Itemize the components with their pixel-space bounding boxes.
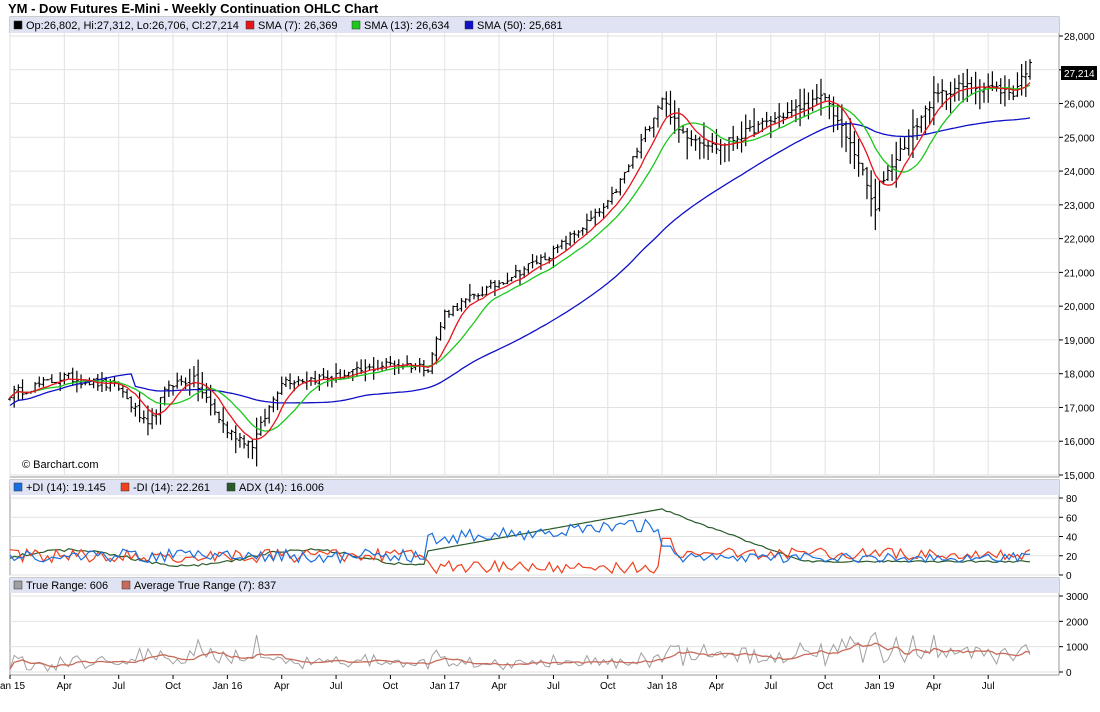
dmi-legend: +DI (14): 19.145 -DI (14): 22.261 ADX (14)…	[13, 482, 324, 494]
x-tick-label: Jul	[330, 681, 343, 692]
price-panel: 15,000 16,000 17,000 18,000 19,000 20,000 21,0…	[8, 16, 1097, 675]
dmi-panel: 0 20 40 60 80 +DI (14): 19.145 -DI (14): 22.2…	[9, 479, 1078, 582]
price-tick-label: 24,000	[1064, 167, 1095, 178]
price-tick-label: 20,000	[1064, 302, 1095, 313]
price-tick-label: 17,000	[1064, 403, 1095, 414]
legend-label: True Range: 606	[26, 580, 108, 592]
sma50-line	[9, 117, 1031, 407]
legend-swatch	[245, 20, 255, 30]
price-tick-label: 15,000	[1064, 471, 1095, 482]
x-tick-label: Jan 15	[0, 681, 25, 692]
x-tick-label: Jan 17	[430, 681, 460, 692]
price-tick-label: 19,000	[1064, 336, 1095, 347]
x-tick-label: Apr	[274, 681, 290, 692]
price-legend-bar	[10, 17, 1059, 33]
atr-y-axis: 0 1000 2000 3000	[1059, 592, 1089, 679]
adx-line	[9, 508, 1031, 568]
legend-label: SMA (50): 25,681	[477, 20, 563, 32]
atr-tick-label: 2000	[1066, 617, 1089, 628]
atr-grid	[10, 595, 1059, 673]
legend-swatch	[13, 482, 23, 492]
sma13-line	[9, 84, 1031, 432]
dmi-tick-label: 0	[1066, 571, 1072, 582]
legend-label: +DI (14): 19.145	[26, 482, 106, 494]
legend-label: -DI (14): 22.261	[133, 482, 210, 494]
last-price-label: 27,214	[1064, 69, 1095, 80]
dmi-tick-label: 40	[1066, 533, 1078, 544]
last-price-box: 27,214	[1061, 66, 1097, 80]
atr-tick-label: 0	[1066, 668, 1072, 679]
atr-panel: 0 1000 2000 3000 True Range: 606 Average Tru…	[9, 577, 1089, 679]
atr-lines	[9, 631, 1031, 672]
legend-swatch	[120, 482, 130, 492]
x-tick-label: Jul	[112, 681, 125, 692]
true-range-line	[9, 631, 1031, 672]
sma-lines	[9, 82, 1031, 440]
x-tick-label: Apr	[709, 681, 725, 692]
legend-swatch	[351, 20, 361, 30]
dmi-y-axis: 0 20 40 60 80	[1059, 494, 1078, 582]
price-y-axis: 15,000 16,000 17,000 18,000 19,000 20,000 21,0…	[1059, 32, 1095, 482]
legend-swatch	[464, 20, 474, 30]
x-tick-label: Oct	[383, 681, 399, 692]
price-bars	[8, 59, 1032, 467]
price-tick-label: 25,000	[1064, 133, 1095, 144]
x-tick-label: Jul	[547, 681, 560, 692]
price-tick-label: 28,000	[1064, 32, 1095, 43]
x-tick-label: Jan 16	[212, 681, 242, 692]
atr-line	[9, 642, 1031, 670]
price-tick-label: 26,000	[1064, 100, 1095, 111]
dmi-tick-label: 80	[1066, 494, 1078, 505]
price-tick-label: 22,000	[1064, 235, 1095, 246]
x-tick-label: Oct	[165, 681, 181, 692]
x-tick-label: Jan 18	[647, 681, 677, 692]
sma7-line	[9, 82, 1031, 440]
legend-swatch	[226, 482, 236, 492]
x-tick-label: Apr	[491, 681, 507, 692]
atr-tick-label: 3000	[1066, 592, 1089, 603]
x-tick-label: Jan 19	[864, 681, 894, 692]
chart-title: YM - Dow Futures E-Mini - Weekly Continu…	[8, 1, 379, 16]
dmi-tick-label: 60	[1066, 513, 1078, 524]
price-tick-label: 23,000	[1064, 201, 1095, 212]
legend-swatch	[13, 20, 23, 30]
mdi-line	[9, 537, 1031, 575]
x-axis: Jan 15 Apr Jul Oct Jan 16 Apr Jul Oct Jan 17 Apr J…	[0, 675, 995, 692]
legend-swatch	[121, 580, 131, 590]
atr-legend-bar	[10, 578, 1059, 593]
x-tick-label: Jul	[982, 681, 995, 692]
dmi-tick-label: 20	[1066, 552, 1078, 563]
x-tick-label: Oct	[817, 681, 833, 692]
legend-label: Op:26,802, Hi:27,312, Lo:26,706, Cl:27,2…	[26, 20, 239, 32]
price-legend: Op:26,802, Hi:27,312, Lo:26,706, Cl:27,2…	[13, 20, 563, 32]
legend-swatch	[13, 580, 23, 590]
copyright-text: © Barchart.com	[22, 459, 99, 471]
legend-label: Average True Range (7): 837	[134, 580, 276, 592]
x-tick-label: Apr	[57, 681, 73, 692]
legend-label: SMA (7): 26,369	[258, 20, 338, 32]
dmi-lines	[9, 508, 1031, 575]
price-tick-label: 18,000	[1064, 370, 1095, 381]
price-tick-label: 16,000	[1064, 437, 1095, 448]
dmi-grid	[10, 497, 1059, 576]
atr-tick-label: 1000	[1066, 643, 1089, 654]
pdi-line	[9, 518, 1031, 565]
x-tick-label: Jul	[764, 681, 777, 692]
legend-label: ADX (14): 16.006	[239, 482, 324, 494]
x-tick-label: Apr	[926, 681, 942, 692]
price-tick-label: 21,000	[1064, 268, 1095, 279]
legend-label: SMA (13): 26,634	[364, 20, 450, 32]
atr-legend: True Range: 606 Average True Range (7): 8…	[13, 580, 276, 592]
last-price-box-bg	[1061, 66, 1097, 80]
x-tick-label: Oct	[600, 681, 616, 692]
atr-panel-frame	[9, 577, 1060, 676]
dmi-legend-bar	[10, 480, 1059, 495]
